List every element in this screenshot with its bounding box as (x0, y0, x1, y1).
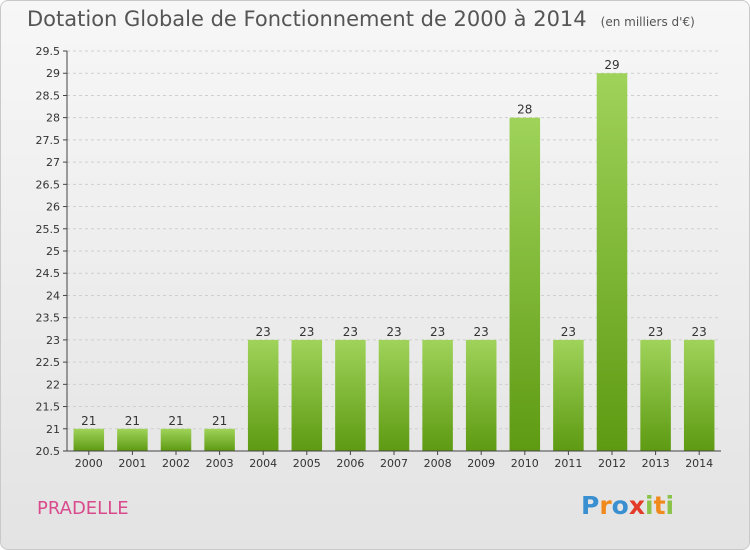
proxiti-logo: Proxiti (581, 491, 674, 520)
x-tick-label: 2003 (206, 457, 234, 470)
x-tick-label: 2014 (685, 457, 713, 470)
y-tick-label: 28 (46, 112, 60, 125)
logo-letter: i (665, 491, 675, 520)
x-tick-label: 2011 (554, 457, 582, 470)
x-tick-label: 2000 (75, 457, 103, 470)
data-label: 23 (692, 325, 707, 339)
data-label: 21 (125, 414, 140, 428)
y-tick-label: 25.5 (36, 223, 61, 236)
data-label: 23 (474, 325, 489, 339)
x-tick-label: 2008 (424, 457, 452, 470)
logo-letter: o (611, 491, 629, 520)
bar-2007 (378, 339, 410, 451)
y-tick-label: 22.5 (36, 356, 61, 369)
y-tick-label: 27 (46, 156, 60, 169)
x-tick-label: 2001 (118, 457, 146, 470)
chart-title: Dotation Globale de Fonctionnement de 20… (27, 7, 695, 31)
x-tick-label: 2004 (249, 457, 277, 470)
bar-2000 (73, 428, 105, 451)
bar-2012 (596, 73, 628, 451)
bar-2010 (509, 117, 541, 452)
logo-letter: P (581, 491, 600, 520)
x-tick-label: 2002 (162, 457, 190, 470)
x-tick-label: 2009 (467, 457, 495, 470)
x-tick-label: 2010 (511, 457, 539, 470)
x-tick-label: 2005 (293, 457, 321, 470)
y-tick-label: 26.5 (36, 178, 61, 191)
data-label: 23 (256, 325, 271, 339)
x-tick-label: 2007 (380, 457, 408, 470)
bars (73, 73, 715, 452)
data-label: 23 (299, 325, 314, 339)
chart-title-text: Dotation Globale de Fonctionnement de 20… (27, 7, 587, 31)
commune-name: PRADELLE (37, 498, 129, 519)
bar-2008 (422, 339, 453, 451)
data-label: 23 (561, 325, 576, 339)
y-tick-label: 29.5 (36, 45, 61, 58)
data-label: 23 (430, 325, 445, 339)
data-label: 23 (386, 325, 401, 339)
logo-letter: i (645, 491, 654, 520)
logo-letter: x (628, 491, 645, 520)
x-tick-label: 2013 (642, 457, 670, 470)
x-tick-label: 2012 (598, 457, 626, 470)
data-label: 21 (168, 414, 183, 428)
bar-2004 (247, 339, 279, 451)
y-tick-label: 21.5 (36, 401, 61, 414)
logo-letter: t (653, 491, 666, 520)
y-tick-label: 26 (46, 201, 60, 214)
bar-2006 (335, 339, 366, 451)
x-tick-label: 2006 (336, 457, 364, 470)
y-tick-label: 29 (46, 67, 60, 80)
y-tick-label: 28.5 (36, 89, 61, 102)
bar-2005 (291, 339, 323, 451)
y-tick-label: 21 (46, 423, 60, 436)
y-tick-label: 27.5 (36, 134, 61, 147)
bar-2014 (683, 339, 715, 451)
data-label: 21 (81, 414, 96, 428)
chart-unit: (en milliers d'€) (600, 15, 695, 29)
bar-2003 (204, 428, 235, 451)
y-tick-label: 22 (46, 378, 60, 391)
bar-2002 (160, 428, 192, 451)
y-tick-label: 23 (46, 334, 60, 347)
y-tick-label: 20.5 (36, 445, 61, 458)
bar-2013 (640, 339, 671, 451)
bar-2001 (117, 428, 148, 451)
bar-2009 (465, 339, 497, 451)
data-label: 23 (648, 325, 663, 339)
y-tick-label: 24.5 (36, 267, 61, 280)
y-tick-label: 24 (46, 289, 60, 302)
data-label: 29 (604, 58, 619, 72)
bar-2011 (553, 339, 584, 451)
data-label: 21 (212, 414, 227, 428)
labels: 20.5 21 21.5 22 22.5 23 23.5 24 24.5 25 25.5 26 26.5… (36, 45, 714, 470)
axes (63, 50, 721, 455)
data-label: 23 (343, 325, 358, 339)
y-tick-label: 23.5 (36, 312, 61, 325)
logo-letter: r (599, 491, 612, 520)
y-tick-label: 25 (46, 245, 60, 258)
data-label: 28 (517, 103, 532, 117)
